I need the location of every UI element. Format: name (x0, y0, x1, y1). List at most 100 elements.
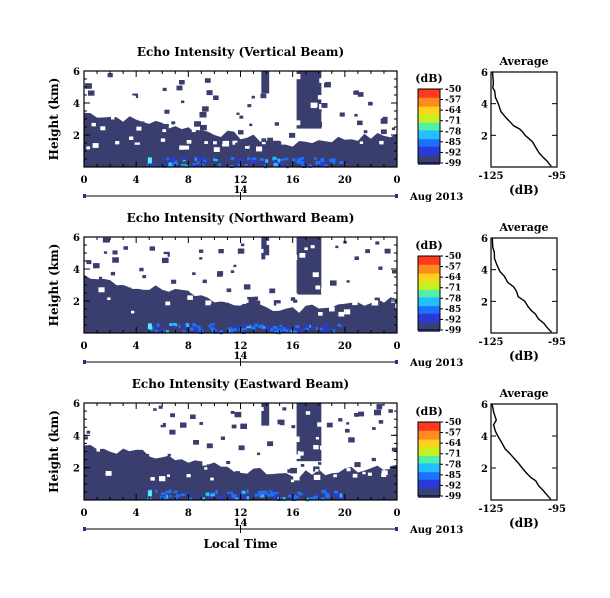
heatmap-cell-0-75 (200, 124, 207, 131)
heatmap-cell-1-98 (253, 299, 257, 302)
colorbar-segment-1-54 (418, 323, 440, 326)
average-ytick-label-1-1: 4 (481, 266, 488, 277)
colorbar-segment-2-26 (418, 454, 440, 457)
heatmap-cell-0-80 (129, 136, 134, 140)
colorbar-segment-2-18 (418, 444, 440, 447)
colorbar-segment-1-36 (418, 301, 440, 303)
heatmap-echo-cell-2-48 (234, 497, 238, 501)
colorbar-segment-1-52 (418, 321, 440, 324)
heatmap-cell-0-134 (391, 127, 396, 131)
heatmap-cell-0-137 (348, 85, 355, 91)
heatmap-cell-0-133 (85, 140, 92, 145)
heatmap-echo-column-0 (296, 71, 322, 129)
heatmap-echo-cell-0-55 (198, 157, 201, 161)
colorbar-tick-label-0-6: -92 (445, 148, 461, 158)
heatmap-cell-0-110 (321, 103, 328, 108)
colorbar-segment-1-41 (418, 307, 440, 310)
heatmap-cell-1-25 (354, 289, 361, 295)
colorbar-tick-label-0-2: -64 (445, 106, 461, 116)
heatmap-echo-cell-2-12 (187, 497, 193, 500)
heatmap-cell-2-102 (374, 409, 381, 416)
heatmap-echo-cell-0-13 (182, 157, 186, 160)
heatmap-cell-2-33 (92, 432, 99, 438)
heatmap-echo-cell-0-79 (252, 160, 258, 163)
ytick-label-1-1: 4 (73, 265, 80, 276)
heatmap-cell-1-89 (244, 253, 251, 259)
heatmap-cell-0-68 (290, 110, 295, 113)
heatmap-cell-0-20 (126, 135, 130, 138)
heatmap-cell-1-138 (99, 276, 103, 280)
colorbar-segment-2-17 (418, 443, 440, 446)
heatmap-echo-cell-2-22 (174, 496, 178, 500)
heatmap-cell-1-121 (237, 248, 245, 254)
heatmap-cell-0-6 (324, 81, 331, 88)
heatmap-echo-cell-0-87 (265, 159, 269, 163)
average-ytick-label-0-0: 2 (481, 131, 488, 142)
heatmap-echo-cell-2-50 (290, 495, 294, 500)
heatmap-echo-cell-1-63 (235, 326, 239, 330)
ytick-label-0-0: 2 (73, 131, 80, 142)
colorbar-segment-2-48 (418, 482, 440, 485)
date-day-label-2: 14 (234, 518, 248, 529)
colorbar-tick-label-2-6: -92 (445, 481, 461, 491)
heatmap-cell-2-71 (158, 405, 163, 409)
heatmap-cell-0-139 (134, 137, 141, 143)
heatmap-cell-1-92 (189, 249, 194, 253)
colorbar-segment-0-37 (418, 135, 440, 138)
heatmap-cell-1-110 (346, 280, 350, 283)
heatmap-cell-2-49 (356, 480, 362, 484)
heatmap-echo-cell-0-70 (300, 156, 305, 160)
heatmap-cell-1-5 (310, 245, 315, 249)
heatmap-cell-1-116 (271, 313, 278, 319)
heatmap-cell-0-79 (379, 140, 384, 145)
heatmap-cell-0-129 (289, 132, 296, 138)
colorbar-segment-0-21 (418, 115, 440, 118)
heatmap-cell-0-84 (162, 87, 167, 91)
heatmap-cell-2-10 (313, 474, 321, 480)
heatmap-cell-0-39 (245, 145, 250, 149)
xtick-label-2-2: 8 (185, 508, 192, 519)
heatmap-cell-2-72 (289, 431, 294, 435)
heatmap-cell-0-24 (284, 127, 289, 131)
colorbar-segment-0-46 (418, 146, 440, 149)
heatmap-cell-0-103 (86, 146, 91, 150)
heatmap-cell-2-51 (226, 461, 231, 465)
heatmap-echo-cell-2-27 (321, 497, 325, 501)
heatmap-cell-2-91 (186, 474, 191, 478)
colorbar-segment-2-12 (418, 437, 440, 439)
heatmap-cell-2-22 (295, 454, 301, 459)
heatmap-cell-2-68 (318, 462, 322, 465)
xtick-label-2-0: 0 (81, 508, 88, 519)
heatmap-echo-cell-0-27 (247, 157, 251, 161)
heatmap-cell-0-131 (319, 78, 326, 83)
colorbar-segment-1-17 (418, 277, 440, 280)
heatmap-echo-cell-1-27 (182, 330, 186, 334)
ytick-label-0-2: 6 (73, 67, 80, 78)
heatmap-cell-2-58 (168, 462, 174, 467)
heatmap-echo-cell-2-82 (246, 496, 249, 500)
heatmap-echo-cell-2-19 (314, 493, 318, 497)
xtick-label-0-4: 16 (286, 175, 300, 186)
heatmap-cell-2-104 (354, 412, 359, 417)
heatmap-cell-1-117 (105, 238, 111, 243)
heatmap-cell-2-34 (229, 428, 235, 433)
heatmap-echo-cell-2-60 (333, 490, 338, 494)
heatmap-cell-0-115 (392, 89, 396, 93)
heatmap-cell-2-74 (300, 464, 305, 467)
heatmap-cell-0-47 (153, 117, 157, 121)
heatmap-cell-1-24 (154, 311, 161, 317)
colorbar-segment-2-10 (418, 434, 440, 437)
colorbar-segment-1-33 (418, 297, 440, 300)
heatmap-echo-cell-2-54 (270, 491, 273, 494)
heatmap-cell-1-78 (139, 267, 144, 272)
heatmap-echo-cell-1-21 (310, 326, 314, 330)
colorbar-segment-1-53 (418, 322, 440, 325)
heatmap-echo-cell-1-11 (261, 326, 266, 329)
heatmap-echo-cell-2-38 (274, 491, 279, 495)
heatmap-cell-2-0 (345, 428, 350, 433)
heatmap-echo-cell-0-39 (324, 164, 328, 167)
heatmap-cell-1-65 (266, 240, 272, 245)
heatmap-cell-1-73 (93, 263, 100, 269)
colorbar-segment-0-32 (418, 129, 440, 131)
